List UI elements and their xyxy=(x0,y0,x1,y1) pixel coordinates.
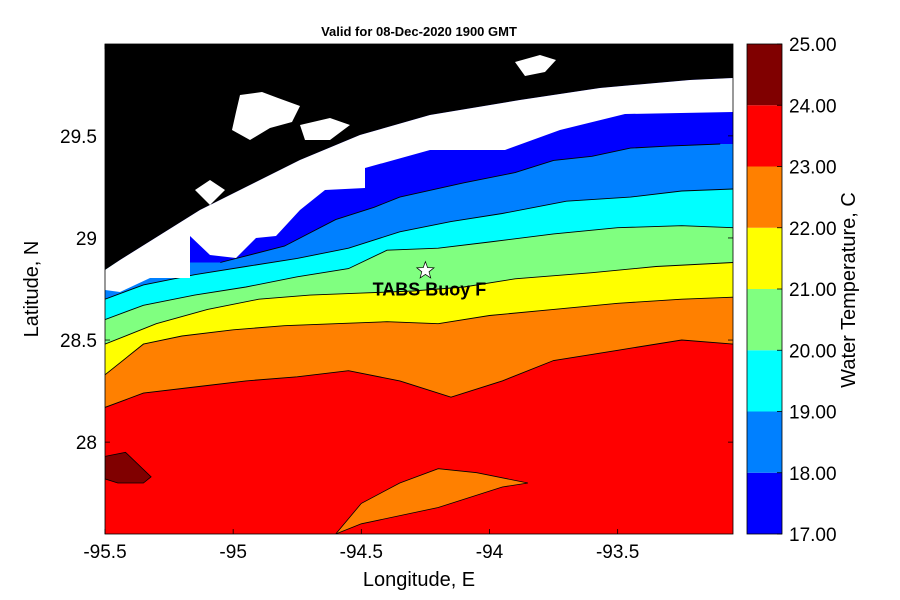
plot-frame xyxy=(104,43,734,535)
colorbar-tick-label: 22.00 xyxy=(789,219,837,240)
x-tick-label: -95.5 xyxy=(83,542,126,563)
colorbar-segment-23 xyxy=(747,105,782,167)
y-axis-ticks: 28 28.5 29 29.5 xyxy=(60,127,733,454)
isotherm-18 xyxy=(220,143,721,263)
colorbar-segment-20 xyxy=(747,289,782,351)
x-tick-label: -95 xyxy=(219,542,246,563)
y-tick-label: 29.5 xyxy=(60,127,97,148)
isotherm-19 xyxy=(105,188,733,300)
colorbar-tick-label: 18.00 xyxy=(789,464,837,485)
temperature-bands xyxy=(105,44,733,534)
inland-water-1 xyxy=(232,92,300,140)
plot-area xyxy=(105,44,733,534)
colorbar-label: Water Temperature, C xyxy=(838,192,860,388)
isotherm-23 xyxy=(105,339,733,408)
buoy-star-icon xyxy=(415,260,435,279)
inland-water-4 xyxy=(300,118,350,140)
x-axis-ticks: -95.5 -95 -94.5 -94 -93.5 xyxy=(83,44,639,563)
colorbar-segment-22 xyxy=(747,166,782,228)
colorbar-segment-19 xyxy=(747,350,782,412)
y-tick-label: 29 xyxy=(76,229,97,250)
buoy-label: TABS Buoy F xyxy=(373,280,487,300)
colorbar-segment-17 xyxy=(747,472,782,534)
x-tick-label: -93.5 xyxy=(596,542,639,563)
y-axis-label: Latitude, N xyxy=(21,241,43,338)
colorbar-tick-label: 19.00 xyxy=(789,403,837,424)
chart-title: Valid for 08-Dec-2020 1900 GMT xyxy=(321,24,517,39)
warm-patch-24 xyxy=(105,451,152,484)
inland-water xyxy=(195,55,556,205)
x-axis-label: Longitude, E xyxy=(363,569,475,591)
isotherm-21 xyxy=(105,262,733,345)
colorbar-tick-label: 25.00 xyxy=(789,35,837,56)
isotherm-22 xyxy=(105,296,733,376)
coastal-no-data xyxy=(105,78,733,292)
inland-water-3 xyxy=(195,180,225,205)
colorbar-tick-label: 21.00 xyxy=(789,280,837,301)
y-tick-label: 28.5 xyxy=(60,331,97,352)
colorbar-tick-label: 23.00 xyxy=(789,158,837,179)
colorbar-tick-label: 24.00 xyxy=(789,96,837,117)
cool-patch-22 xyxy=(335,468,528,534)
isotherm-20 xyxy=(105,225,733,321)
colorbar-tick-label: 17.00 xyxy=(789,525,837,546)
x-tick-label: -94 xyxy=(476,542,504,563)
colorbar-segment-24 xyxy=(747,44,782,106)
x-tick-label: -94.5 xyxy=(340,542,383,563)
colorbar-segment-21 xyxy=(747,227,782,289)
colorbar: 25.00 24.00 23.00 22.00 21.00 20.00 19.00 18.00… xyxy=(746,35,837,546)
colorbar-tick-label: 20.00 xyxy=(789,341,837,362)
colorbar-segment-18 xyxy=(747,411,782,473)
inland-water-2 xyxy=(515,55,556,76)
buoy-annotation: TABS Buoy F xyxy=(373,260,487,300)
y-tick-label: 28 xyxy=(76,433,97,454)
band-23-24 xyxy=(105,340,733,534)
